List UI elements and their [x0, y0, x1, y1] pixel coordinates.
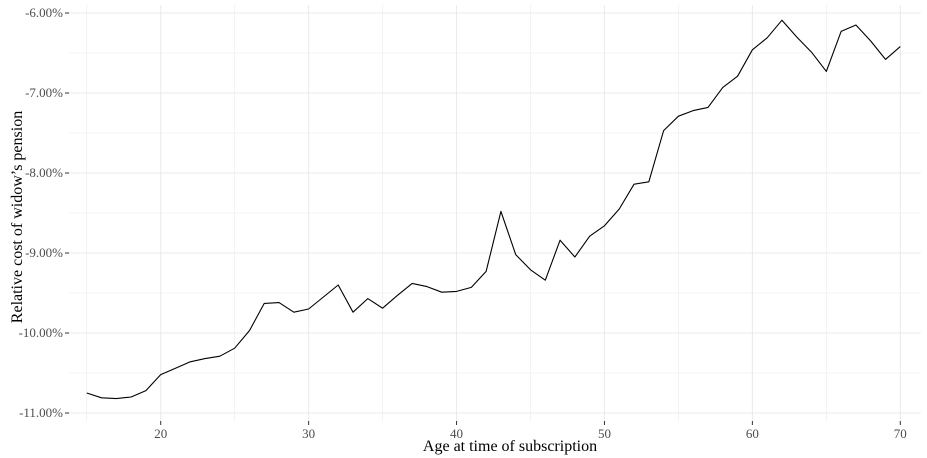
grid-lines	[69, 5, 921, 421]
x-axis-title: Age at time of subscription	[423, 438, 597, 455]
y-tick-label: -11.00%	[19, 405, 63, 420]
y-tick-label: -7.00%	[25, 85, 63, 100]
x-tick-label: 60	[746, 426, 759, 441]
series-layer	[86, 19, 901, 400]
y-axis-title: Relative cost of widow’s pension	[9, 111, 26, 323]
x-tick-label: 70	[894, 426, 907, 441]
x-axis-ticks: 20 30 40 50 60 70	[154, 421, 907, 441]
y-tick-label: -8.00%	[25, 165, 63, 180]
x-tick-label: 50	[598, 426, 611, 441]
y-tick-label: -10.00%	[19, 325, 64, 340]
y-tick-label: -6.00%	[25, 5, 63, 20]
x-tick-label: 40	[450, 426, 463, 441]
x-tick-label: 30	[302, 426, 315, 441]
series-line	[86, 19, 901, 400]
y-axis-ticks: -6.00% -7.00% -8.00% -9.00% -10.00% -11.00%	[19, 5, 69, 420]
x-tick-label: 20	[154, 426, 167, 441]
y-tick-label: -9.00%	[25, 245, 63, 260]
